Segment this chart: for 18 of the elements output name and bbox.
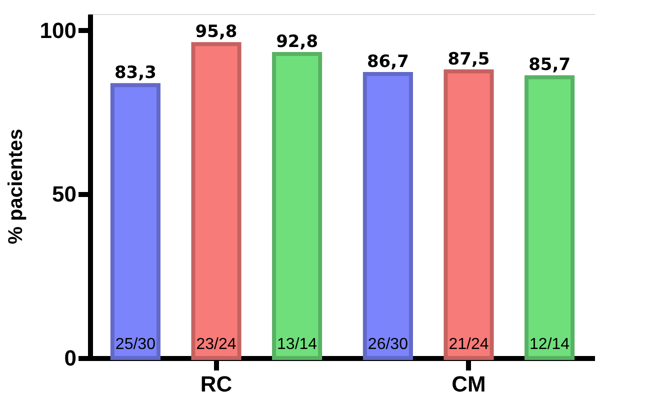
annotation: 25/30 [115,336,156,353]
annotation: 12/14 [530,336,570,353]
data-label: 95,8 [195,22,238,42]
annotation: 13/14 [277,336,318,353]
data-label: 92,8 [276,32,318,52]
annotation: 21/24 [448,336,489,353]
annotation: 23/24 [196,336,236,353]
data-label: 85,7 [528,55,571,76]
data-label: 83,3 [114,63,156,84]
x-tick-label: CM [452,372,486,396]
data-label: 87,5 [448,49,490,70]
data-label: 86,7 [366,52,409,72]
y-tick-label: 50 [52,182,76,207]
annotation: 26/30 [368,336,408,353]
x-tick-label: RC [200,372,232,396]
y-tick-label: 0 [64,346,76,370]
y-tick-label: 100 [40,18,76,43]
y-axis-title: % pacientes [4,128,27,244]
